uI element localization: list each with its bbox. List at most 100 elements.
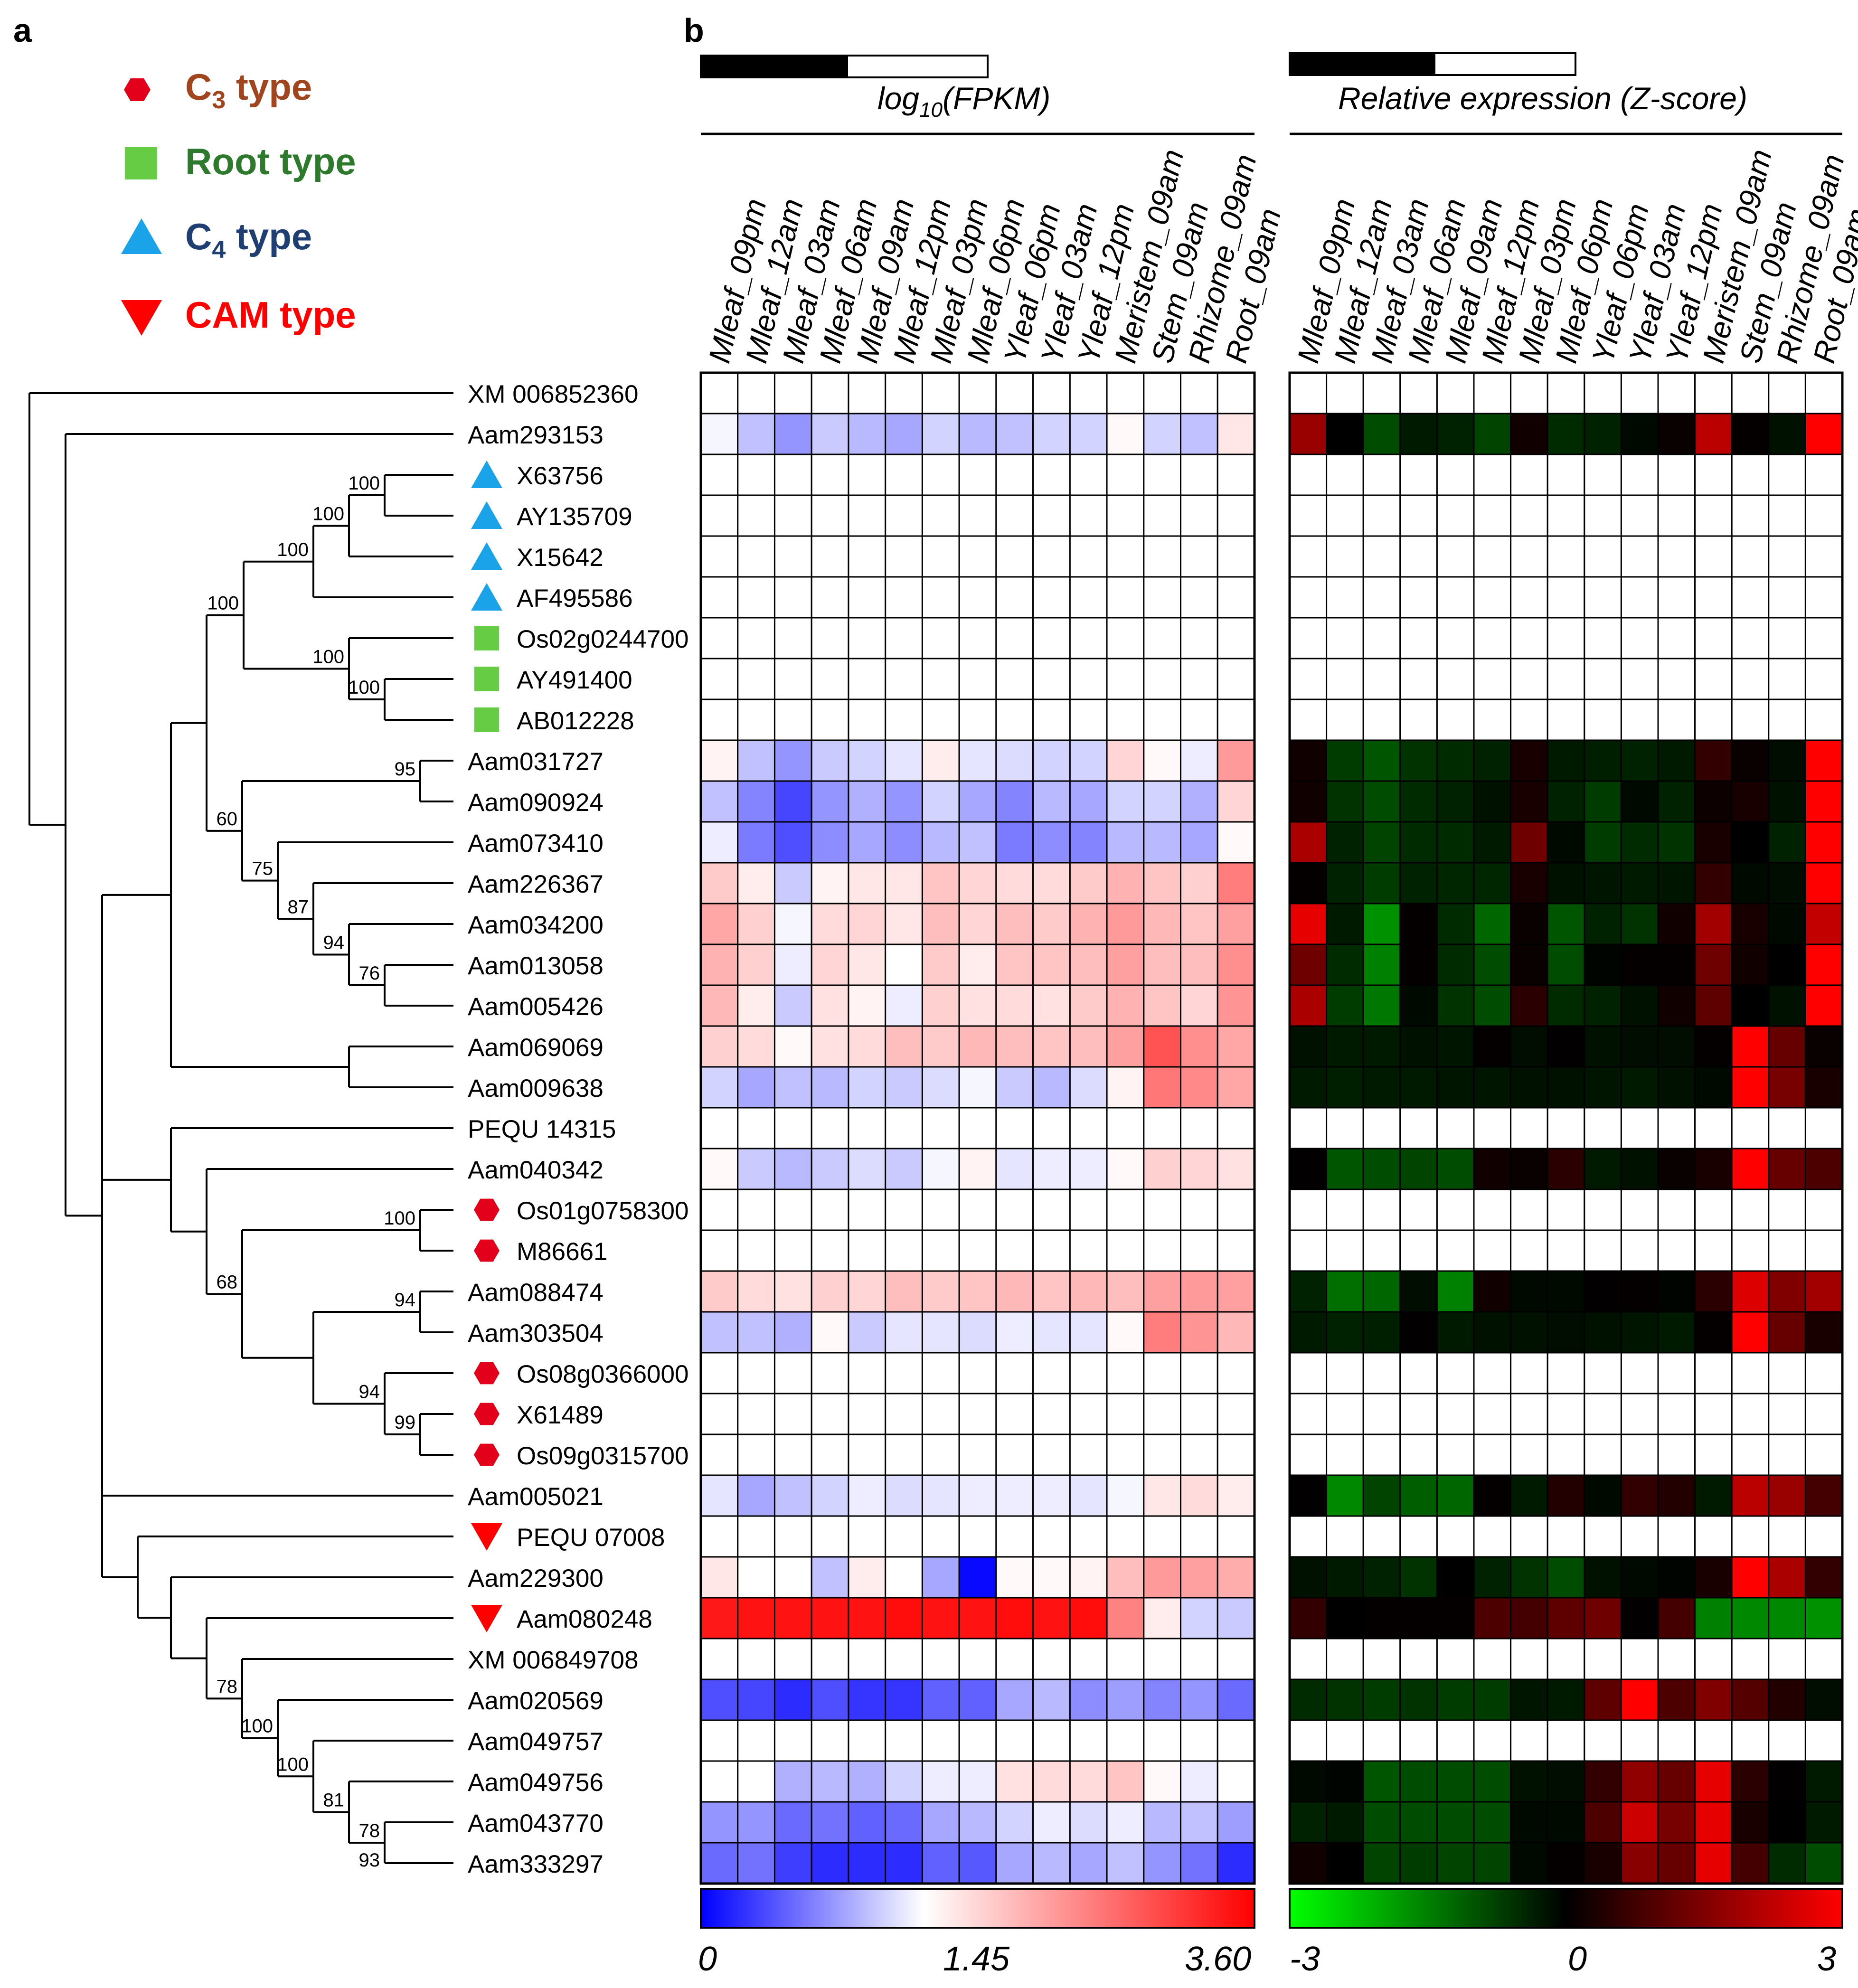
- fpkm-cell: [1069, 413, 1108, 455]
- zscore-cell: [1436, 1842, 1475, 1884]
- zscore-cell: [1694, 535, 1733, 578]
- zscore-cell: [1362, 1433, 1401, 1476]
- zscore-cell: [1436, 862, 1475, 904]
- fpkm-cell: [1032, 453, 1071, 496]
- zscore-cell: [1362, 821, 1401, 864]
- zscore-cell: [1326, 1352, 1364, 1394]
- gene-label: M86661: [517, 1238, 608, 1266]
- fpkm-cell: [1069, 1270, 1108, 1313]
- zscore-cell: [1362, 903, 1401, 945]
- zscore-cell: [1547, 658, 1585, 700]
- fpkm-scale-mid: 1.45: [943, 1940, 1010, 1978]
- zscore-cell: [1289, 413, 1328, 455]
- fpkm-cell: [995, 1474, 1034, 1517]
- fpkm-cell: [1069, 1638, 1108, 1680]
- fpkm-cell: [921, 1352, 960, 1394]
- fpkm-cell: [1217, 1352, 1255, 1394]
- zscore-cell: [1547, 494, 1585, 537]
- fpkm-cell: [1032, 943, 1071, 986]
- fpkm-cell: [1143, 1025, 1182, 1068]
- fpkm-cell: [885, 862, 923, 904]
- fpkm-cell: [995, 1515, 1034, 1558]
- zscore-cell: [1289, 658, 1328, 700]
- fpkm-cell: [1106, 1597, 1145, 1639]
- fpkm-cell: [811, 698, 849, 741]
- zscore-cell: [1547, 780, 1585, 823]
- zscore-cell: [1399, 1842, 1438, 1884]
- fpkm-cell: [700, 698, 739, 741]
- fpkm-cell: [1217, 372, 1255, 415]
- zscore-cell: [1326, 1678, 1364, 1721]
- fpkm-cell: [700, 1270, 739, 1313]
- zscore-cell: [1326, 1515, 1364, 1558]
- zscore-cell: [1436, 372, 1475, 415]
- fpkm-cell: [848, 821, 887, 864]
- fpkm-cell: [811, 372, 849, 415]
- zscore-cell: [1473, 1474, 1512, 1517]
- fpkm-cell: [700, 658, 739, 700]
- fpkm-cell: [1106, 821, 1145, 864]
- fpkm-cell: [995, 1311, 1034, 1354]
- zscore-cell: [1436, 1025, 1475, 1068]
- fpkm-cell: [700, 739, 739, 782]
- gene-label: XM 006849708: [468, 1646, 639, 1674]
- fpkm-cell: [1106, 1229, 1145, 1272]
- zscore-cell: [1694, 1801, 1733, 1844]
- fpkm-cell: [885, 453, 923, 496]
- fpkm-cell: [1106, 780, 1145, 823]
- zscore-cell: [1399, 739, 1438, 782]
- fpkm-cell: [1143, 1638, 1182, 1680]
- zscore-cell: [1326, 1433, 1364, 1476]
- zscore-cell: [1731, 1393, 1770, 1435]
- zscore-cell: [1362, 1597, 1401, 1639]
- zscore-cell: [1326, 862, 1364, 904]
- fpkm-cell: [700, 1352, 739, 1394]
- zscore-cell: [1584, 1393, 1622, 1435]
- fpkm-scale-bar-open: [846, 55, 989, 78]
- fpkm-gradient-bar: [700, 1888, 1255, 1929]
- fpkm-cell: [811, 821, 849, 864]
- zscore-cell: [1584, 780, 1622, 823]
- zscore-cell: [1584, 494, 1622, 537]
- zscore-cell: [1694, 739, 1733, 782]
- fpkm-cell: [773, 1066, 812, 1109]
- zscore-cell: [1473, 1066, 1512, 1109]
- legend-c4-label: C4 type: [185, 216, 312, 264]
- fpkm-cell: [921, 576, 960, 619]
- zscore-cell: [1804, 1270, 1843, 1313]
- zscore-cell: [1694, 617, 1733, 660]
- fpkm-cell: [958, 1597, 997, 1639]
- zscore-cell: [1657, 821, 1696, 864]
- zscore-cell: [1399, 984, 1438, 1027]
- zscore-cell: [1731, 1025, 1770, 1068]
- fpkm-cell: [773, 1842, 812, 1884]
- fpkm-cell: [958, 576, 997, 619]
- zscore-cell: [1657, 1474, 1696, 1517]
- fpkm-cell: [995, 698, 1034, 741]
- zscore-cell: [1510, 903, 1548, 945]
- zscore-cell: [1584, 1433, 1622, 1476]
- bootstrap-value: 100: [277, 1754, 309, 1775]
- fpkm-cell: [773, 1515, 812, 1558]
- fpkm-cell: [848, 1188, 887, 1231]
- zscore-cell: [1620, 1638, 1659, 1680]
- fpkm-frame: [699, 371, 1256, 1885]
- fpkm-cell: [1143, 1148, 1182, 1190]
- zscore-cell: [1547, 1597, 1585, 1639]
- zscore-cell: [1584, 535, 1622, 578]
- zscore-cell: [1362, 1025, 1401, 1068]
- fpkm-cell: [1106, 1474, 1145, 1517]
- fpkm-cell: [773, 617, 812, 660]
- fpkm-cell: [848, 1352, 887, 1394]
- zscore-cell: [1289, 1393, 1328, 1435]
- fpkm-cell: [737, 1597, 775, 1639]
- zscore-cell: [1473, 658, 1512, 700]
- zscore-cell: [1436, 453, 1475, 496]
- legend-cam-label: CAM type: [185, 294, 356, 336]
- fpkm-cell: [1106, 984, 1145, 1027]
- fpkm-cell: [1180, 1229, 1218, 1272]
- zscore-cell: [1436, 943, 1475, 986]
- fpkm-cell: [1032, 821, 1071, 864]
- bootstrap-value: 75: [252, 858, 274, 879]
- zscore-cell: [1399, 862, 1438, 904]
